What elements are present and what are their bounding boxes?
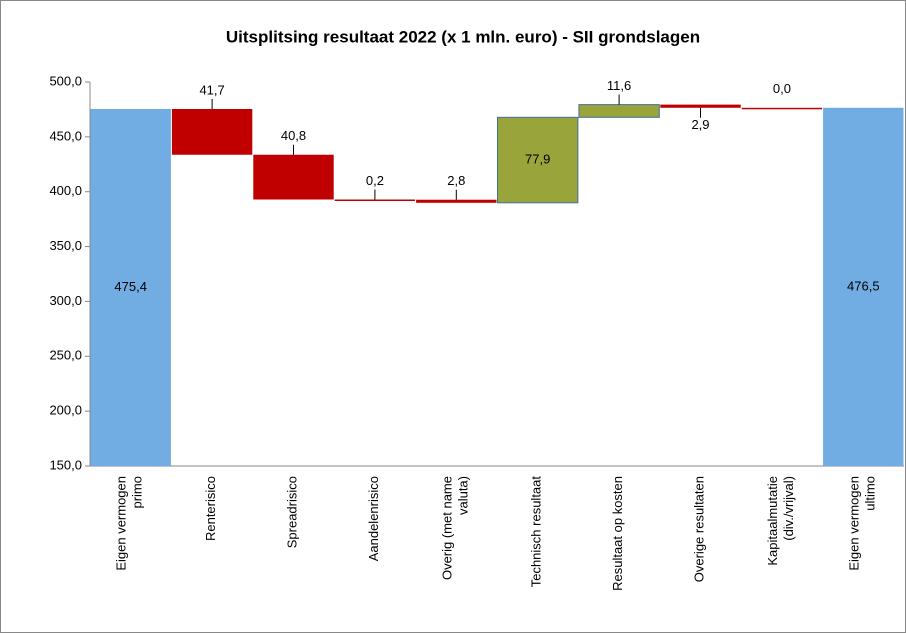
value-label: 475,4	[114, 279, 147, 294]
bar	[741, 107, 823, 110]
x-tick-label: Kapitaalmutatie(div./vrijval)	[765, 476, 796, 566]
bar	[90, 108, 171, 466]
x-tick-label: Eigen vermogenultimo	[847, 476, 878, 571]
value-label: 476,5	[847, 278, 880, 293]
x-tick-label: Overige resultaten	[692, 476, 707, 582]
y-tick-label: 450,0	[49, 128, 82, 143]
x-tick-label: Aandelenrisico	[366, 476, 381, 561]
value-label: 40,8	[281, 128, 306, 143]
value-label: 2,8	[447, 173, 465, 188]
x-tick-label: Resultaat op kosten	[611, 476, 626, 591]
x-tick-label: Renterisico	[204, 476, 219, 541]
chart-title: Uitsplitsing resultaat 2022 (x 1 mln. eu…	[226, 27, 700, 46]
x-tick-label: Eigen vermogenprimo	[114, 476, 145, 571]
bar	[171, 108, 253, 155]
bar	[578, 104, 660, 118]
x-tick-label: Overig (met namevaluta)	[440, 476, 471, 580]
value-label: 0,2	[366, 173, 384, 188]
value-label: 41,7	[199, 82, 224, 97]
value-label: 2,9	[691, 117, 709, 132]
bar	[334, 199, 416, 202]
y-tick-label: 150,0	[49, 457, 82, 472]
bar	[497, 116, 579, 204]
bar	[660, 104, 741, 108]
y-tick-label: 300,0	[49, 293, 82, 308]
value-label: 11,6	[607, 78, 631, 93]
y-tick-label: 400,0	[49, 183, 82, 198]
y-tick-label: 250,0	[49, 348, 82, 363]
x-tick-label: Spreadrisico	[285, 476, 300, 548]
y-tick-label: 500,0	[49, 73, 82, 88]
bar	[823, 107, 904, 466]
bar	[416, 199, 497, 203]
y-tick-label: 200,0	[49, 403, 82, 418]
bar	[253, 154, 334, 200]
value-label: 0,0	[773, 81, 791, 96]
value-label: 77,9	[525, 151, 550, 166]
y-tick-label: 350,0	[49, 238, 82, 253]
x-tick-label: Technisch resultaat	[529, 476, 544, 588]
